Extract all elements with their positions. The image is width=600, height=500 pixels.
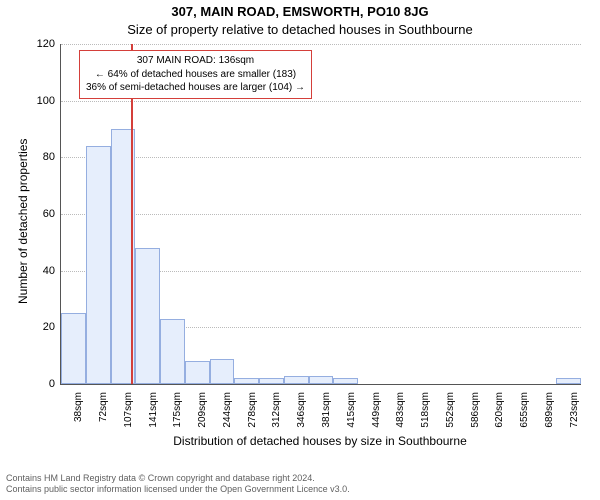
x-tick-label: 689sqm (544, 392, 555, 428)
x-tick-label: 107sqm (123, 392, 134, 428)
histogram-bar (284, 376, 309, 385)
annotation-box: 307 MAIN ROAD: 136sqm ← 64% of detached … (79, 50, 312, 99)
chart-container: 307, MAIN ROAD, EMSWORTH, PO10 8JG Size … (0, 0, 600, 500)
footer-text: Contains HM Land Registry data © Crown c… (6, 473, 350, 496)
x-tick-label: 209sqm (197, 392, 208, 428)
grid-line (61, 44, 581, 45)
footer-line-2: Contains public sector information licen… (6, 484, 350, 496)
footer-line-1: Contains HM Land Registry data © Crown c… (6, 473, 350, 485)
x-tick-label: 483sqm (395, 392, 406, 428)
y-tick-label: 20 (43, 321, 55, 333)
y-tick-label: 0 (49, 378, 55, 390)
histogram-bar (86, 146, 111, 384)
plot-area: 02040608010012038sqm72sqm107sqm141sqm175… (60, 44, 581, 385)
histogram-bar (333, 378, 358, 384)
x-tick-label: 278sqm (247, 392, 258, 428)
x-tick-label: 415sqm (346, 392, 357, 428)
x-tick-label: 655sqm (519, 392, 530, 428)
x-tick-label: 518sqm (420, 392, 431, 428)
y-tick-label: 100 (37, 95, 55, 107)
histogram-bar (234, 378, 259, 384)
chart-title: Size of property relative to detached ho… (0, 22, 600, 37)
y-tick-label: 120 (37, 38, 55, 50)
x-tick-label: 620sqm (494, 392, 505, 428)
histogram-bar (210, 359, 235, 385)
annotation-line-1: 307 MAIN ROAD: 136sqm (86, 54, 305, 68)
x-axis-label: Distribution of detached houses by size … (60, 434, 580, 448)
x-tick-label: 312sqm (271, 392, 282, 428)
grid-line (61, 157, 581, 158)
grid-line (61, 214, 581, 215)
x-tick-label: 38sqm (73, 392, 84, 422)
annotation-line-3: 36% of semi-detached houses are larger (… (86, 81, 305, 95)
histogram-bar (160, 319, 185, 384)
x-tick-label: 141sqm (148, 392, 159, 428)
annotation-line-2: ← 64% of detached houses are smaller (18… (86, 68, 305, 82)
histogram-bar (185, 361, 210, 384)
grid-line (61, 101, 581, 102)
histogram-bar (135, 248, 160, 384)
chart-super-title: 307, MAIN ROAD, EMSWORTH, PO10 8JG (0, 4, 600, 19)
y-tick-label: 80 (43, 151, 55, 163)
x-tick-label: 72sqm (98, 392, 109, 422)
histogram-bar (309, 376, 334, 385)
x-tick-label: 552sqm (445, 392, 456, 428)
x-tick-label: 723sqm (569, 392, 580, 428)
x-tick-label: 586sqm (470, 392, 481, 428)
x-tick-label: 381sqm (321, 392, 332, 428)
y-tick-label: 60 (43, 208, 55, 220)
y-tick-label: 40 (43, 265, 55, 277)
histogram-bar (259, 378, 284, 384)
x-tick-label: 346sqm (296, 392, 307, 428)
y-axis-label: Number of detached properties (16, 139, 30, 304)
histogram-bar (556, 378, 581, 384)
x-tick-label: 449sqm (371, 392, 382, 428)
histogram-bar (61, 313, 86, 384)
x-tick-label: 175sqm (172, 392, 183, 428)
x-tick-label: 244sqm (222, 392, 233, 428)
